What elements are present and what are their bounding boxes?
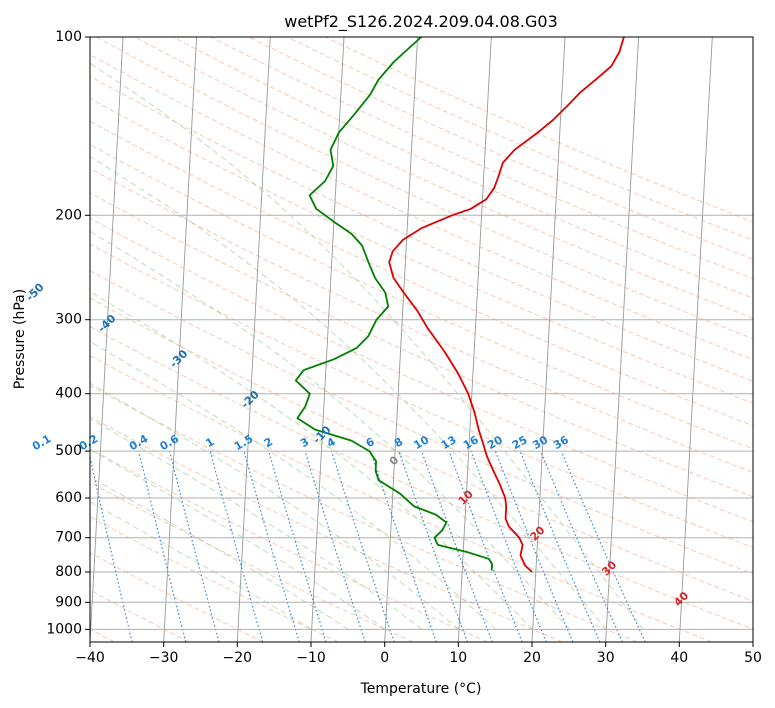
moist-adiabat-line bbox=[90, 501, 312, 630]
chart-title: wetPf2_S126.2024.209.04.08.G03 bbox=[284, 12, 558, 32]
x-axis: −40 −30 −20 −10 0 10 20 30 40 50 bbox=[75, 642, 762, 666]
dry-adiabat-line bbox=[90, 416, 563, 642]
mixing-ratio-line bbox=[470, 450, 547, 642]
isotherm-line bbox=[457, 37, 492, 642]
dry-adiabat-line bbox=[96, 37, 753, 340]
moist-adiabat-line bbox=[90, 449, 386, 630]
x-tick-label: −30 bbox=[149, 650, 179, 666]
mixing-ratio-line bbox=[421, 450, 493, 642]
mixing-ratio-line bbox=[330, 450, 395, 642]
x-tick-label: −40 bbox=[75, 650, 105, 666]
isotherm-line bbox=[678, 37, 713, 642]
mixing-ratio-line bbox=[243, 450, 300, 642]
x-tick-label: 30 bbox=[597, 650, 615, 666]
mixing-ratio-line bbox=[539, 450, 623, 642]
y-tick-label: 100 bbox=[55, 29, 82, 45]
mixing-ratio-line bbox=[169, 450, 220, 642]
moist-adiabat-line bbox=[90, 156, 607, 630]
mixing-ratio-line bbox=[494, 450, 574, 642]
dry-adiabat-line bbox=[90, 354, 712, 642]
x-tick-label: 10 bbox=[449, 650, 467, 666]
temperature-profile-line bbox=[388, 37, 625, 573]
y-tick-label: 500 bbox=[55, 443, 82, 459]
sounding-series bbox=[294, 37, 625, 573]
y-axis-title: Pressure (hPa) bbox=[12, 289, 28, 389]
dry-adiabat-line bbox=[90, 217, 753, 523]
y-tick-label: 200 bbox=[55, 207, 82, 223]
plot-frame bbox=[89, 36, 754, 643]
dry-adiabat-line bbox=[90, 143, 753, 450]
dry-adiabat-line bbox=[90, 167, 753, 474]
dry-adiabat-line bbox=[172, 37, 753, 299]
isotherm-line bbox=[310, 37, 345, 642]
x-tick-label: −20 bbox=[223, 650, 253, 666]
background-lines bbox=[90, 37, 753, 642]
moist-adiabat-line bbox=[90, 230, 570, 630]
y-tick-label: 900 bbox=[55, 594, 82, 610]
dry-adiabat-line bbox=[134, 37, 753, 319]
isotherm-line bbox=[384, 37, 419, 642]
isotherm-line bbox=[236, 37, 271, 642]
dry-adiabat-line bbox=[90, 270, 753, 575]
x-tick-label: 40 bbox=[670, 650, 688, 666]
y-tick-label: 400 bbox=[55, 386, 82, 402]
mixing-ratio-line bbox=[519, 450, 601, 642]
isotherm-line bbox=[605, 37, 640, 642]
x-tick-label: 50 bbox=[744, 650, 762, 666]
mixing-ratio-line bbox=[138, 450, 187, 642]
y-tick-label: 700 bbox=[55, 530, 82, 546]
dry-adiabat-line bbox=[90, 192, 753, 498]
isotherm-line bbox=[531, 37, 566, 642]
mixing-ratio-line bbox=[304, 450, 366, 642]
y-axis: 100 200 300 400 500 600 700 800 900 1000 bbox=[46, 29, 90, 637]
dry-adiabat-line bbox=[90, 589, 190, 642]
moist-adiabat-line bbox=[90, 341, 497, 630]
moist-adiabat-line bbox=[90, 418, 423, 630]
mixing-ratio-line bbox=[398, 450, 469, 642]
x-tick-label: 0 bbox=[380, 650, 389, 666]
y-tick-label: 600 bbox=[55, 490, 82, 506]
mixing-ratio-line bbox=[209, 450, 264, 642]
mixing-ratio-line bbox=[90, 454, 133, 642]
dewpoint-profile-line bbox=[294, 37, 494, 571]
plot-area bbox=[90, 37, 753, 642]
mixing-ratio-line bbox=[369, 450, 437, 642]
isotherm-line bbox=[90, 37, 124, 642]
dry-adiabat-line bbox=[90, 481, 414, 642]
dry-adiabat-line bbox=[90, 516, 339, 642]
mixing-ratio-line bbox=[268, 450, 327, 642]
dry-adiabat-line bbox=[90, 448, 488, 642]
y-tick-label: 800 bbox=[55, 564, 82, 580]
moist-adiabat-line bbox=[90, 62, 644, 630]
dry-adiabat-line bbox=[90, 325, 753, 630]
dry-adiabat-line bbox=[90, 243, 753, 549]
isotherm-line bbox=[163, 37, 198, 642]
y-tick-label: 1000 bbox=[46, 621, 82, 637]
x-axis-title: Temperature (°C) bbox=[360, 681, 482, 697]
y-tick-label: 300 bbox=[55, 312, 82, 328]
x-tick-label: 20 bbox=[523, 650, 541, 666]
x-tick-label: −10 bbox=[296, 650, 326, 666]
